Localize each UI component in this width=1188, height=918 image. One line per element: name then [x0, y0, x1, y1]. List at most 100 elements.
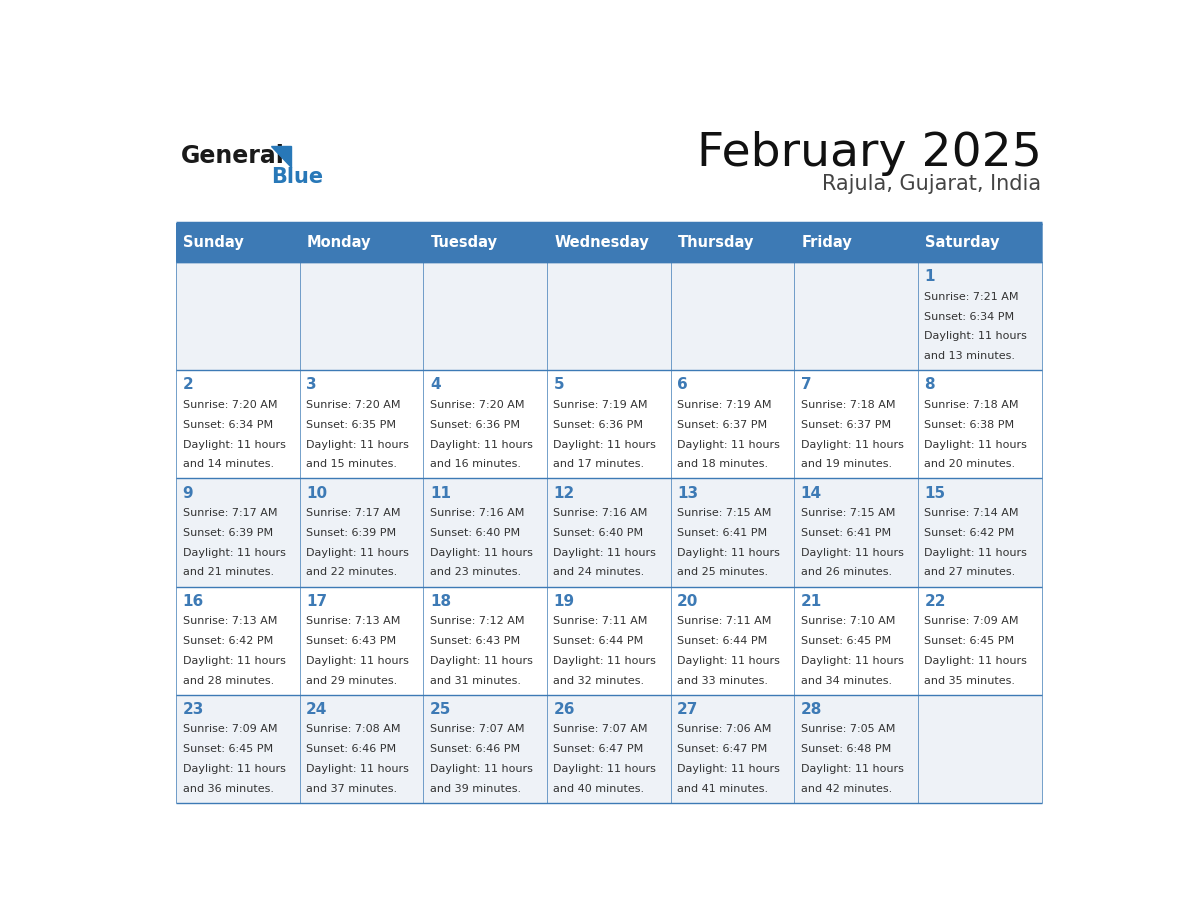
Bar [423, 695, 546, 803]
Text: and 21 minutes.: and 21 minutes. [183, 567, 273, 577]
Text: 21: 21 [801, 594, 822, 609]
Text: Sunset: 6:41 PM: Sunset: 6:41 PM [801, 528, 891, 538]
Text: Sunrise: 7:13 AM: Sunrise: 7:13 AM [183, 616, 277, 626]
Text: 22: 22 [924, 594, 946, 609]
Text: and 34 minutes.: and 34 minutes. [801, 676, 892, 686]
Text: Friday: Friday [802, 235, 853, 251]
Bar [546, 263, 671, 370]
Text: 14: 14 [801, 486, 822, 500]
Bar [423, 263, 546, 370]
Text: Sunrise: 7:21 AM: Sunrise: 7:21 AM [924, 292, 1019, 302]
Text: 17: 17 [307, 594, 328, 609]
Text: 24: 24 [307, 701, 328, 717]
Text: Sunrise: 7:06 AM: Sunrise: 7:06 AM [677, 724, 771, 734]
Text: Sunrise: 7:16 AM: Sunrise: 7:16 AM [554, 509, 647, 518]
Text: and 24 minutes.: and 24 minutes. [554, 567, 645, 577]
Text: Sunrise: 7:19 AM: Sunrise: 7:19 AM [554, 400, 647, 410]
Bar [546, 695, 671, 803]
Text: and 37 minutes.: and 37 minutes. [307, 784, 397, 794]
Text: Sunset: 6:40 PM: Sunset: 6:40 PM [554, 528, 644, 538]
Text: and 20 minutes.: and 20 minutes. [924, 459, 1016, 469]
Text: Sunrise: 7:08 AM: Sunrise: 7:08 AM [307, 724, 400, 734]
Text: Sunday: Sunday [183, 235, 245, 251]
Text: Sunset: 6:47 PM: Sunset: 6:47 PM [677, 744, 767, 755]
Text: and 39 minutes.: and 39 minutes. [430, 784, 522, 794]
Text: 6: 6 [677, 377, 688, 392]
Text: and 26 minutes.: and 26 minutes. [801, 567, 892, 577]
Bar [795, 223, 918, 263]
Text: Sunrise: 7:09 AM: Sunrise: 7:09 AM [183, 724, 277, 734]
Bar [546, 587, 671, 695]
Text: Sunrise: 7:16 AM: Sunrise: 7:16 AM [430, 509, 524, 518]
Text: Sunrise: 7:18 AM: Sunrise: 7:18 AM [924, 400, 1019, 410]
Text: 23: 23 [183, 701, 204, 717]
Text: Sunrise: 7:11 AM: Sunrise: 7:11 AM [554, 616, 647, 626]
Text: Sunset: 6:36 PM: Sunset: 6:36 PM [554, 420, 644, 430]
Text: 26: 26 [554, 701, 575, 717]
Bar [176, 223, 299, 263]
Text: Daylight: 11 hours: Daylight: 11 hours [554, 764, 656, 774]
Text: Sunrise: 7:07 AM: Sunrise: 7:07 AM [554, 724, 647, 734]
Text: Sunset: 6:36 PM: Sunset: 6:36 PM [430, 420, 520, 430]
Text: and 27 minutes.: and 27 minutes. [924, 567, 1016, 577]
Bar [918, 478, 1042, 587]
Text: Daylight: 11 hours: Daylight: 11 hours [801, 655, 904, 666]
Text: Sunset: 6:45 PM: Sunset: 6:45 PM [801, 636, 891, 646]
Text: Sunrise: 7:05 AM: Sunrise: 7:05 AM [801, 724, 895, 734]
Text: and 40 minutes.: and 40 minutes. [554, 784, 645, 794]
Text: Sunrise: 7:15 AM: Sunrise: 7:15 AM [801, 509, 895, 518]
Bar [795, 695, 918, 803]
Text: and 41 minutes.: and 41 minutes. [677, 784, 769, 794]
Text: Daylight: 11 hours: Daylight: 11 hours [924, 331, 1028, 341]
Bar [176, 695, 299, 803]
Text: Sunrise: 7:14 AM: Sunrise: 7:14 AM [924, 509, 1019, 518]
Bar [795, 587, 918, 695]
Text: Daylight: 11 hours: Daylight: 11 hours [183, 655, 285, 666]
Bar [176, 370, 299, 478]
Text: Daylight: 11 hours: Daylight: 11 hours [924, 440, 1028, 450]
Text: and 42 minutes.: and 42 minutes. [801, 784, 892, 794]
Text: and 33 minutes.: and 33 minutes. [677, 676, 769, 686]
Text: Sunrise: 7:11 AM: Sunrise: 7:11 AM [677, 616, 771, 626]
Text: and 32 minutes.: and 32 minutes. [554, 676, 645, 686]
Bar [423, 370, 546, 478]
Text: Sunrise: 7:20 AM: Sunrise: 7:20 AM [183, 400, 277, 410]
Text: Sunset: 6:47 PM: Sunset: 6:47 PM [554, 744, 644, 755]
Text: and 16 minutes.: and 16 minutes. [430, 459, 520, 469]
Text: and 25 minutes.: and 25 minutes. [677, 567, 769, 577]
Text: 19: 19 [554, 594, 575, 609]
Text: Daylight: 11 hours: Daylight: 11 hours [554, 655, 656, 666]
Text: Sunrise: 7:18 AM: Sunrise: 7:18 AM [801, 400, 896, 410]
Bar [795, 263, 918, 370]
Text: Daylight: 11 hours: Daylight: 11 hours [430, 548, 532, 558]
Text: Blue: Blue [271, 167, 323, 187]
Text: Sunset: 6:34 PM: Sunset: 6:34 PM [924, 311, 1015, 321]
Text: 1: 1 [924, 269, 935, 285]
Text: Thursday: Thursday [678, 235, 754, 251]
Text: Saturday: Saturday [925, 235, 1000, 251]
Text: 10: 10 [307, 486, 328, 500]
Bar [299, 695, 423, 803]
Text: Daylight: 11 hours: Daylight: 11 hours [677, 655, 781, 666]
Text: 9: 9 [183, 486, 194, 500]
Text: 16: 16 [183, 594, 204, 609]
Bar [795, 478, 918, 587]
Text: Daylight: 11 hours: Daylight: 11 hours [801, 764, 904, 774]
Bar [299, 478, 423, 587]
Text: Sunset: 6:48 PM: Sunset: 6:48 PM [801, 744, 891, 755]
Text: Sunrise: 7:10 AM: Sunrise: 7:10 AM [801, 616, 895, 626]
Bar [299, 223, 423, 263]
Text: Daylight: 11 hours: Daylight: 11 hours [183, 764, 285, 774]
Text: and 31 minutes.: and 31 minutes. [430, 676, 520, 686]
Text: Sunset: 6:35 PM: Sunset: 6:35 PM [307, 420, 397, 430]
Text: Daylight: 11 hours: Daylight: 11 hours [307, 655, 409, 666]
Bar [671, 223, 795, 263]
Text: 28: 28 [801, 701, 822, 717]
Bar [671, 587, 795, 695]
Text: Sunset: 6:45 PM: Sunset: 6:45 PM [924, 636, 1015, 646]
Text: and 18 minutes.: and 18 minutes. [677, 459, 769, 469]
Text: 3: 3 [307, 377, 317, 392]
Text: Sunset: 6:39 PM: Sunset: 6:39 PM [183, 528, 273, 538]
Text: 4: 4 [430, 377, 441, 392]
Text: Daylight: 11 hours: Daylight: 11 hours [554, 440, 656, 450]
